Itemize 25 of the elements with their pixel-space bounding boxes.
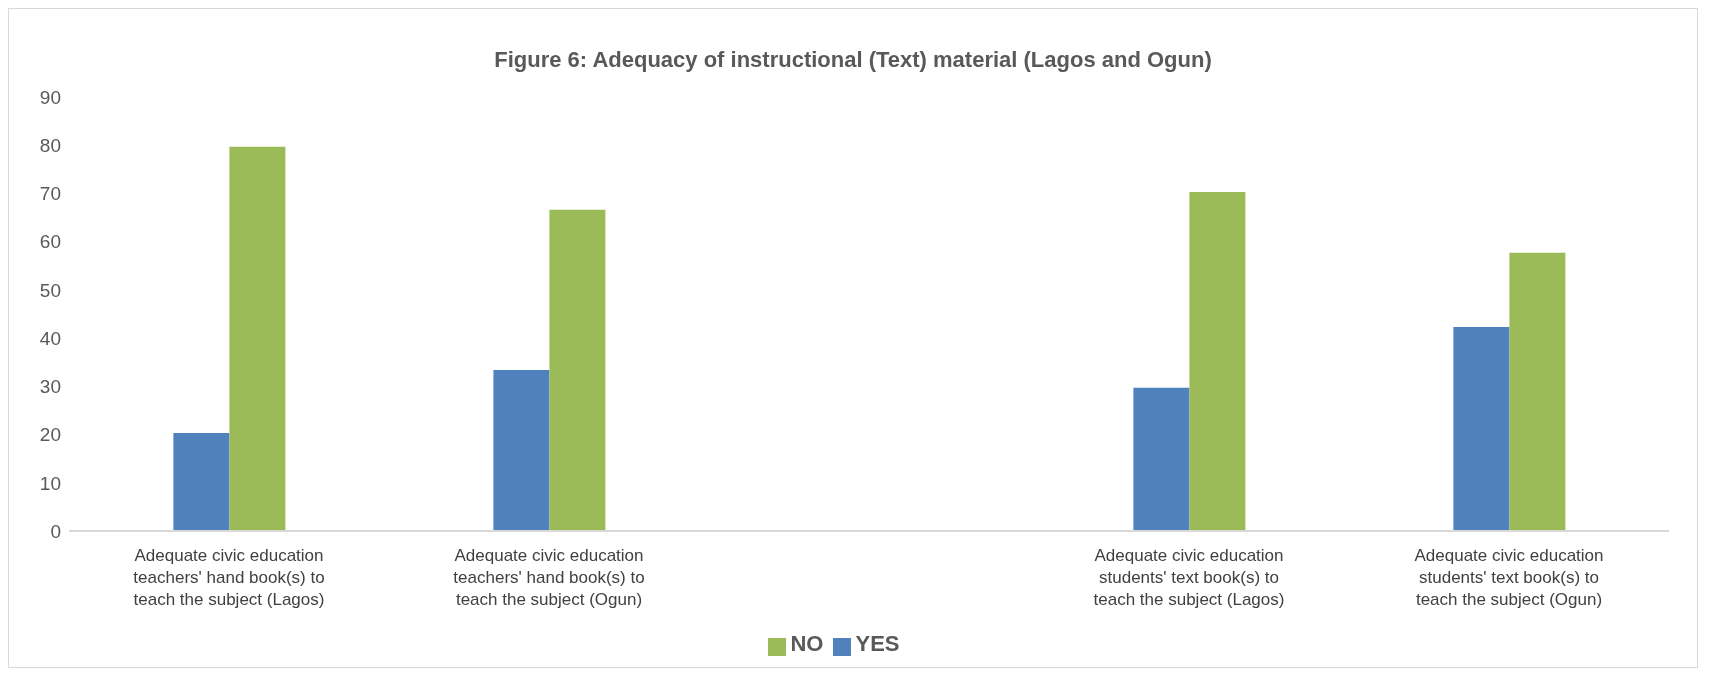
y-tick-label: 0 <box>50 520 61 542</box>
y-tick-label: 60 <box>39 231 61 253</box>
chart-title: Figure 6: Adequacy of instructional (Text) material (Lagos and Ogun) <box>493 46 1213 74</box>
y-tick-label: 90 <box>39 86 61 108</box>
x-tick-label: Adequate civic education teachers' hand book(s) to teach the subject (Ogun) <box>453 546 645 609</box>
x-tick-label: Adequate civic education students' text book(s) to teach the subject (Ogun) <box>1414 546 1604 609</box>
x-tick-label: Adequate civic education teachers' hand book(s) to teach the subject (Lagos) <box>133 546 325 609</box>
y-tick-label: 80 <box>39 134 61 156</box>
y-tick-label: 30 <box>39 376 61 398</box>
y-tick-label: 70 <box>39 183 61 205</box>
y-tick-label: 40 <box>39 327 61 349</box>
bar <box>549 209 606 531</box>
bar <box>1189 192 1246 531</box>
y-tick-label: 20 <box>39 424 61 446</box>
bar <box>1509 252 1566 531</box>
bar <box>1133 387 1190 531</box>
bar <box>173 433 230 531</box>
y-tick-label: 50 <box>39 279 61 301</box>
legend-label: YES <box>855 631 900 656</box>
bar <box>1453 327 1510 531</box>
legend-label: NO <box>790 631 824 656</box>
bar <box>493 369 550 531</box>
bar <box>229 146 286 531</box>
x-tick-label: Adequate civic education students' text book(s) to teach the subject (Lagos) <box>1093 546 1285 609</box>
y-tick-label: 10 <box>39 472 61 494</box>
